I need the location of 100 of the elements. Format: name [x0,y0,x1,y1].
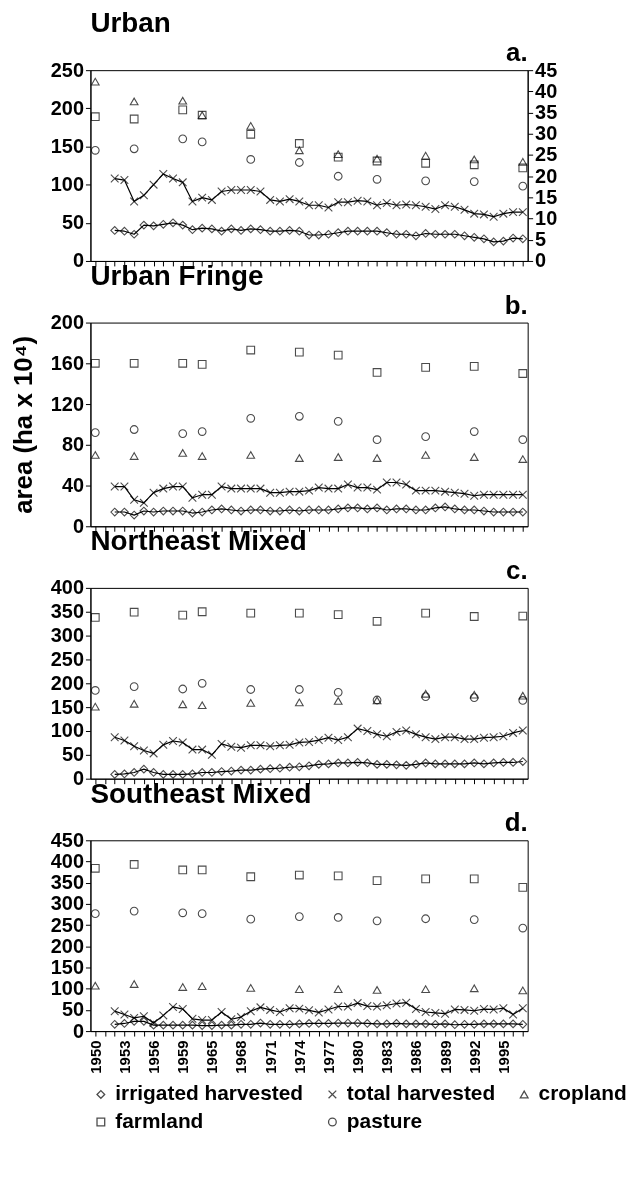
point [392,229,401,239]
y2-tick-label: 20 [535,164,558,187]
point [285,505,295,515]
point [188,225,197,235]
point [392,504,401,514]
point [479,490,489,500]
point [382,1019,392,1029]
point [518,181,528,191]
point [236,1012,246,1022]
point [372,616,382,626]
point [246,765,256,775]
point [430,503,440,513]
legend-label: irrigated harvested [115,1081,304,1105]
point [469,453,479,461]
y-tick-label: 100 [50,719,84,742]
point [372,485,382,495]
point [411,231,421,241]
point [294,197,304,206]
point [362,1019,372,1028]
point [246,484,256,493]
point [324,759,333,769]
point [411,729,421,739]
legend-label: pasture [346,1108,423,1132]
point [207,490,217,500]
point [178,700,188,709]
y-tick-label: 400 [50,576,84,599]
point [498,758,508,767]
point [168,174,178,183]
y-tick-label: 160 [50,351,84,374]
point [460,759,469,769]
point [168,1002,178,1012]
point [285,740,295,750]
point [489,490,499,500]
y-tick-label: 100 [50,173,84,196]
point [508,490,518,500]
point [129,452,139,460]
point [450,202,460,212]
point [324,1019,333,1028]
point [265,226,275,236]
point [168,218,178,228]
point [149,507,158,517]
point [304,1005,314,1015]
point [508,207,518,217]
point [469,155,479,164]
point [304,486,314,496]
point [421,505,431,515]
point [343,1018,353,1028]
point [178,506,188,516]
point [158,506,168,516]
point [518,490,528,500]
point [197,982,207,991]
point [178,610,188,620]
point [294,698,304,707]
point [372,454,382,462]
point [498,1003,508,1013]
point [129,144,139,154]
point [382,731,392,741]
y-tick-label: 350 [50,871,84,894]
x-tick-label: 1989 [437,1040,454,1074]
x-tick-label: 1986 [408,1040,425,1074]
point [518,1019,528,1029]
point [110,507,120,517]
point [236,506,246,516]
point [256,187,265,196]
point [421,202,431,212]
point [294,912,304,922]
x-tick-label: 1992 [466,1040,483,1074]
y-tick-label: 50 [61,211,84,234]
y2-tick-label: 45 [535,58,558,81]
point [411,486,421,496]
point [129,906,139,916]
point [392,999,401,1008]
point [256,1018,265,1028]
point [120,1010,129,1019]
point [120,507,129,517]
point [362,483,372,492]
point [294,487,304,497]
point [178,96,188,105]
point [226,484,236,493]
point [217,226,226,236]
point [246,345,256,355]
y2-tick-label: 0 [535,249,547,272]
point [479,1004,489,1014]
point [275,488,285,498]
point [294,139,304,148]
point [294,454,304,462]
point [372,154,382,163]
point [343,480,353,489]
point [498,731,508,741]
point [246,155,256,164]
point [256,225,265,235]
point [498,507,508,517]
point [265,1019,275,1029]
point [411,1004,421,1014]
point [353,724,363,733]
point [518,923,528,933]
x-tick-label: 1950 [87,1040,104,1074]
y2-tick-label: 35 [535,101,558,124]
point [469,361,479,371]
point [518,696,528,705]
